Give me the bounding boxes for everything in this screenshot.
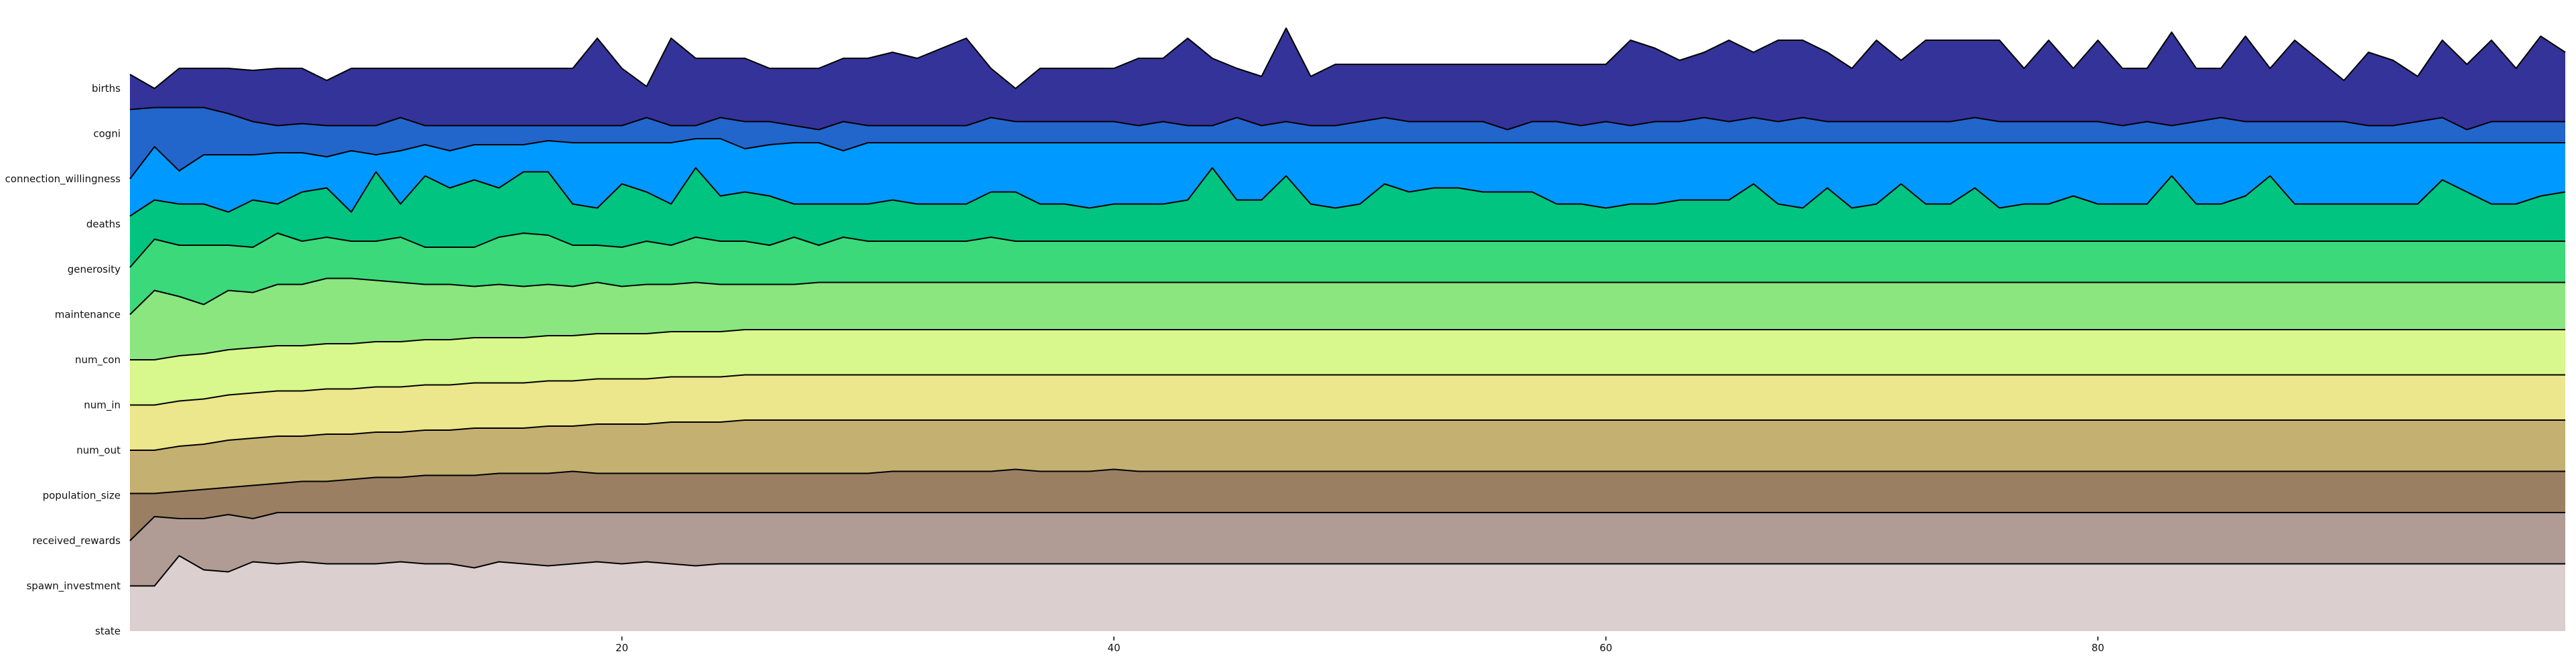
row-label-cogni: cogni (93, 128, 121, 140)
row-label-spawn-investment: spawn_investment (26, 580, 121, 593)
row-label-num-in: num_in (84, 399, 121, 412)
row-label-generosity: generosity (68, 263, 121, 275)
ridge-line-births (129, 27, 2566, 89)
row-label-num-out: num_out (76, 444, 121, 457)
x-tick-label: 40 (1108, 642, 1121, 654)
x-tick-label: 20 (616, 642, 628, 654)
ridge-area-spawn-investment (130, 555, 2565, 631)
ridge-line-population-size (130, 468, 2565, 494)
x-tick-label: 60 (1599, 642, 1612, 654)
ridge-line-deaths (129, 167, 2566, 217)
ridges-group (129, 27, 2566, 631)
ridge-line-num-in (130, 374, 2565, 406)
ridge-line-connection-willingness (129, 138, 2565, 180)
ridge-line-received-rewards (129, 512, 2565, 541)
ridge-line-spawn-investment (130, 555, 2565, 587)
ridge-line-generosity (129, 232, 2565, 268)
ridge-line-cogni (129, 107, 2565, 131)
x-axis: 20 40 60 80 (616, 636, 2104, 654)
row-label-births: births (92, 82, 121, 94)
ridge-area-births (130, 28, 2565, 134)
ridge-line-num-out (130, 419, 2565, 451)
row-label-population-size: population_size (43, 490, 121, 503)
row-label-num-con: num_con (75, 354, 121, 366)
x-tick-label: 80 (2092, 642, 2104, 654)
row-label-state: state (95, 625, 121, 637)
ridge-line-maintenance (129, 277, 2565, 316)
row-label-received-rewards: received_rewards (32, 535, 121, 547)
row-label-deaths: deaths (86, 218, 121, 230)
row-label-connection-willingness: connection_willingness (5, 173, 121, 186)
ridge-line-num-con (130, 329, 2565, 360)
row-label-maintenance: maintenance (55, 309, 121, 321)
